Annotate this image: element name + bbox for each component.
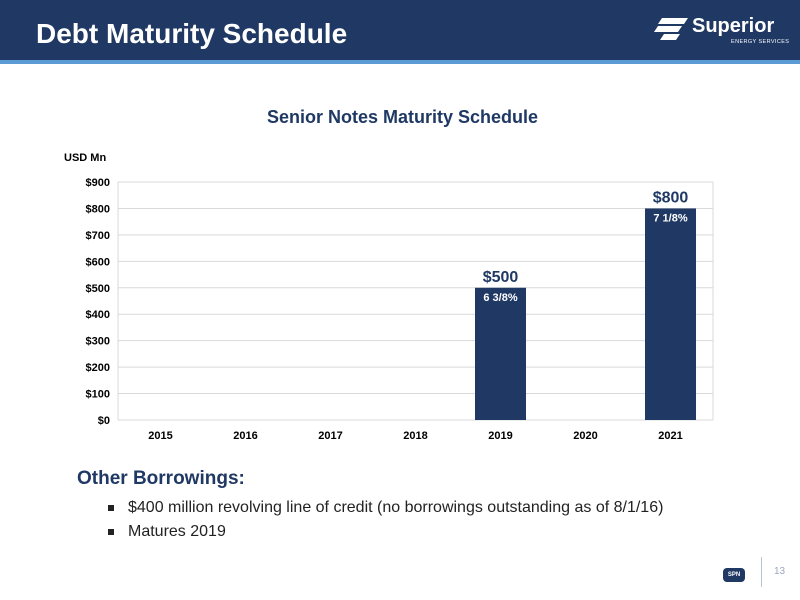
y-tick-label: $100 bbox=[86, 389, 110, 401]
chart-title: Senior Notes Maturity Schedule bbox=[266, 107, 539, 127]
y-tick-labels: $0 $100 $200 $300 $400 $500 $600 $700 $800 $900 bbox=[86, 177, 110, 427]
bullet-text: Matures 2019 bbox=[128, 523, 226, 540]
x-tick-label: 2021 bbox=[658, 430, 682, 442]
bar-labels: $500 6 3/8% $800 7 1/8% bbox=[483, 189, 689, 303]
list-item: Matures 2019 bbox=[108, 520, 663, 544]
y-tick-label: $400 bbox=[86, 309, 110, 321]
x-tick-label: 2020 bbox=[573, 430, 597, 442]
x-tick-label: 2018 bbox=[403, 430, 427, 442]
other-borrowings-list: $400 million revolving line of credit (n… bbox=[108, 496, 663, 544]
logo-subtext: ENERGY SERVICES bbox=[731, 39, 790, 45]
logo-mark-icon bbox=[654, 18, 688, 40]
x-tick-labels: 2015 2016 2017 2018 2019 2020 2021 bbox=[148, 430, 682, 442]
x-tick-label: 2016 bbox=[233, 430, 257, 442]
y-axis-label: USD Mn bbox=[64, 152, 106, 164]
y-tick-label: $200 bbox=[86, 362, 110, 374]
list-item: $400 million revolving line of credit (n… bbox=[108, 496, 663, 520]
gridlines bbox=[117, 181, 714, 421]
y-tick-label: $900 bbox=[86, 177, 110, 189]
company-logo: Superior ENERGY SERVICES bbox=[650, 14, 790, 48]
y-tick-label: $600 bbox=[86, 256, 110, 268]
bar-value-label: $800 bbox=[653, 189, 689, 206]
square-bullet-icon bbox=[108, 529, 114, 535]
y-tick-label: $700 bbox=[86, 230, 110, 242]
bar-2021 bbox=[645, 208, 696, 420]
bars bbox=[475, 208, 696, 420]
y-tick-label: $300 bbox=[86, 336, 110, 348]
x-tick-label: 2019 bbox=[488, 430, 512, 442]
bar-rate-label: 7 1/8% bbox=[653, 212, 687, 224]
footer-divider bbox=[761, 557, 762, 587]
x-tick-label: 2015 bbox=[148, 430, 172, 442]
header-accent-rule bbox=[0, 60, 800, 64]
page-title: Debt Maturity Schedule bbox=[36, 18, 348, 49]
page-number: 13 bbox=[774, 566, 786, 577]
other-borrowings-heading: Other Borrowings: bbox=[77, 468, 245, 489]
spn-badge: SPN bbox=[723, 568, 745, 582]
y-tick-label: $800 bbox=[86, 203, 110, 215]
x-tick-label: 2017 bbox=[318, 430, 342, 442]
bar-value-label: $500 bbox=[483, 269, 519, 286]
bar-rate-label: 6 3/8% bbox=[483, 292, 517, 304]
y-tick-label: $500 bbox=[86, 283, 110, 295]
bullet-text: $400 million revolving line of credit (n… bbox=[128, 499, 664, 516]
square-bullet-icon bbox=[108, 505, 114, 511]
maturity-bar-chart: USD Mn $0 $100 $200 $300 $400 $500 $600 $700 $80… bbox=[64, 152, 714, 442]
bar-2019 bbox=[475, 287, 526, 420]
logo-wordmark: Superior bbox=[692, 15, 775, 37]
y-tick-label: $0 bbox=[98, 415, 110, 427]
